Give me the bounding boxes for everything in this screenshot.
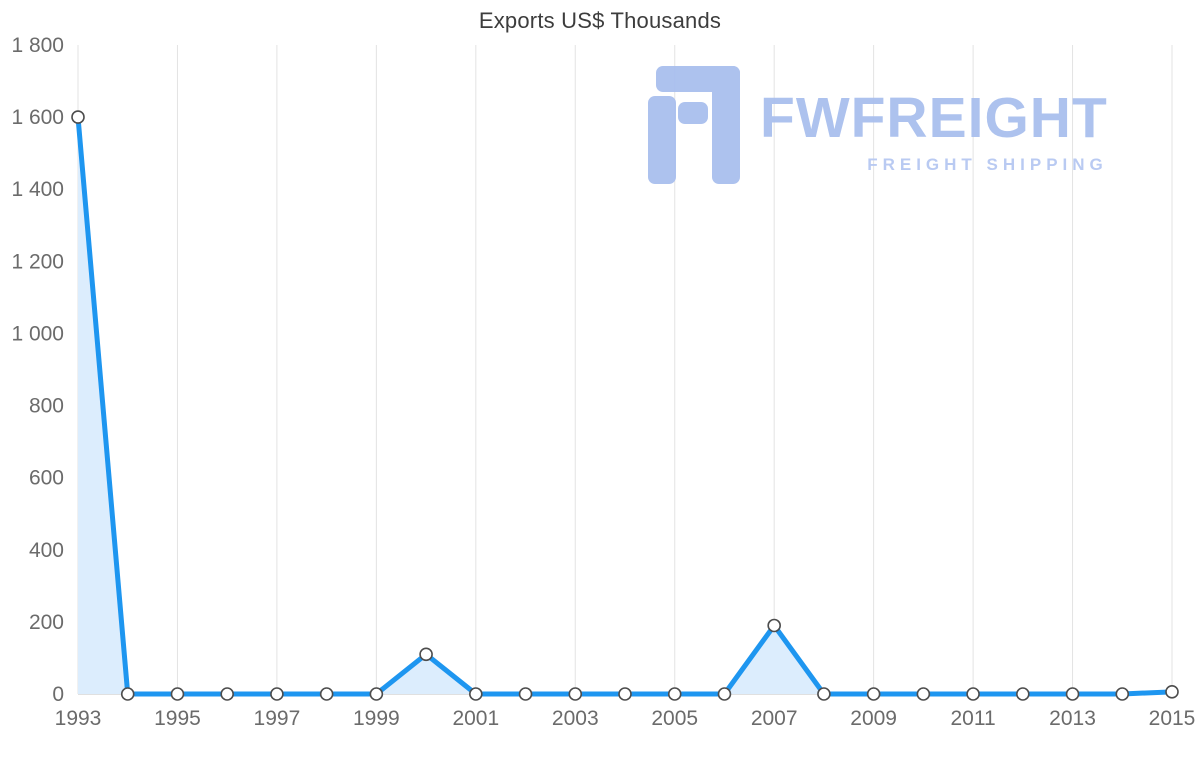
x-tick-label: 2013 [1049,707,1096,730]
data-point [817,687,831,701]
x-tick-label: 2003 [552,707,599,730]
y-tick-label: 0 [52,683,64,706]
x-tick-label: 1993 [55,707,102,730]
data-point [469,687,483,701]
y-tick-label: 1 200 [11,250,64,273]
data-point [270,687,284,701]
y-tick-label: 800 [29,395,64,418]
freight-logo-icon [648,66,740,184]
x-tick-label: 2005 [651,707,698,730]
data-point [966,687,980,701]
x-tick-label: 1997 [254,707,301,730]
y-tick-label: 200 [29,611,64,634]
y-tick-label: 1 400 [11,178,64,201]
data-point [667,687,682,701]
data-point [1115,687,1130,701]
data-point [916,687,931,701]
watermark-text: FWFREIGHT FREIGHT SHIPPING [760,90,1108,175]
x-tick-label: 1995 [154,707,201,730]
data-point [369,687,384,701]
x-tick-label: 2007 [751,707,798,730]
data-point [1016,687,1030,701]
x-tick-label: 1999 [353,707,400,730]
data-line [75,114,1175,697]
data-point [1065,687,1080,701]
data-point [866,687,881,701]
data-point [220,687,234,701]
brand-tagline: FREIGHT SHIPPING [867,155,1108,174]
y-tick-label: 1 000 [11,322,64,345]
data-point [568,687,583,701]
data-point [767,618,781,633]
data-point [518,687,533,701]
data-point [618,687,632,701]
data-point [170,687,185,701]
y-tick-label: 1 600 [11,106,64,129]
brand-text: FWFREIGHT [760,86,1108,150]
watermark-logo: FWFREIGHT FREIGHT SHIPPING [648,66,1108,186]
y-tick-label: 600 [29,467,64,490]
x-tick-label: 2001 [452,707,499,730]
data-point [717,687,732,701]
x-tick-label: 2011 [951,707,996,730]
x-tick-label: 2015 [1149,707,1196,730]
y-tick-label: 400 [29,539,64,562]
area-fill [78,117,1172,695]
data-point [419,647,433,662]
chart-title: Exports US$ Thousands [478,8,722,33]
data-point [1165,685,1179,699]
data-point [319,687,334,701]
data-point [120,687,135,701]
x-tick-label: 2009 [850,707,897,730]
data-point [71,110,85,124]
y-tick-label: 1 800 [11,34,64,57]
